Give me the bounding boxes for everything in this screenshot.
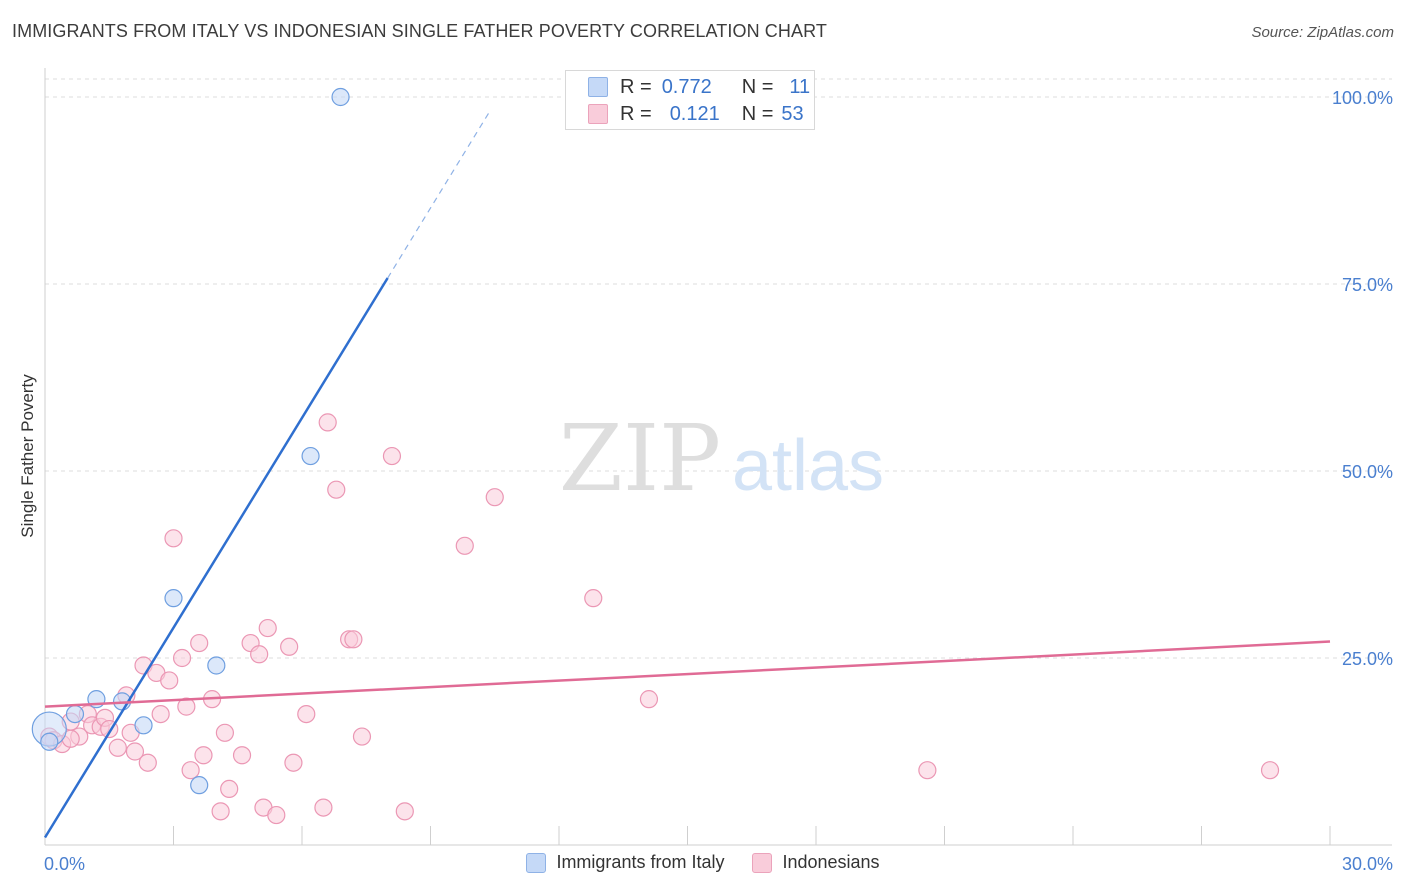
point-indonesians-24 [194,746,213,765]
point-italy-9 [331,87,350,107]
stats-row-indonesians: R = 0.121 N = 53 [588,101,804,127]
point-indonesians-10 [108,738,127,757]
chart-source: Source: ZipAtlas.com [1251,24,1394,41]
point-indonesians-38 [314,798,333,817]
point-indonesians-39 [318,413,337,432]
point-indonesians-43 [352,727,372,746]
point-indonesians-33 [258,618,277,638]
point-italy-5 [164,589,183,608]
point-indonesians-26 [211,802,230,821]
point-indonesians-18 [160,671,179,690]
point-indonesians-44 [382,446,402,466]
point-indonesians-21 [177,697,196,716]
chart-title: IMMIGRANTS FROM ITALY VS INDONESIAN SING… [12,21,827,41]
point-indonesians-51 [1260,761,1280,780]
legend-item-indonesians[interactable]: Indonesians [752,852,880,873]
watermark-zip: ZIP [559,405,721,512]
point-indonesians-31 [250,645,269,664]
point-indonesians-40 [327,480,346,499]
trend-lines [43,109,1331,839]
x-tick-label-max: 30.0% [1342,854,1393,874]
point-indonesians-28 [220,779,239,799]
gridlines [45,78,1392,659]
series-italy-points [31,87,350,795]
legend-item-italy[interactable]: Immigrants from Italy [526,852,724,873]
point-indonesians-29 [232,746,252,765]
trend-line-italy-extension [387,109,491,279]
point-italy-4 [134,716,153,735]
x-tick-label-min: 0.0% [44,854,85,874]
n-label-indonesians: N = [741,102,774,125]
point-indonesians-13 [125,742,145,761]
point-italy-6 [190,776,209,795]
point-indonesians-47 [485,488,504,507]
r-label-indonesians: R = [620,102,652,125]
legend-label-italy: Immigrants from Italy [556,852,725,872]
r-label-italy: R = [620,75,652,98]
y-tick-label-100: 100.0% [1332,88,1393,108]
stats-swatch-indonesians [588,104,608,124]
point-italy-8 [301,446,320,466]
n-value-italy: 11 [789,75,811,98]
series-legend: Immigrants from Italy Indonesians [0,852,1406,873]
point-indonesians-42 [344,630,363,649]
n-value-indonesians: 53 [781,102,804,125]
point-indonesians-37 [297,704,316,724]
y-tick-label-50: 50.0% [1342,462,1393,482]
point-indonesians-35 [280,637,299,656]
point-indonesians-50 [918,761,937,780]
legend-swatch-indonesians [752,852,773,873]
trend-line-italy [43,277,389,839]
watermark-atlas: atlas [732,426,884,506]
point-indonesians-36 [284,753,303,772]
point-indonesians-27 [215,723,234,742]
r-value-indonesians: 0.121 [669,102,720,125]
point-indonesians-22 [181,761,200,780]
point-indonesians-46 [455,536,474,555]
legend-label-indonesians: Indonesians [782,852,880,872]
point-italy-1 [65,704,85,724]
point-indonesians-23 [190,633,209,653]
point-indonesians-17 [151,704,170,724]
point-indonesians-45 [395,802,414,821]
point-italy-10 [40,732,59,751]
r-value-italy: 0.772 [661,75,712,98]
point-indonesians-34 [267,805,286,825]
y-tick-label-25: 25.0% [1342,649,1393,669]
point-indonesians-19 [164,529,183,548]
stats-legend: R = 0.772 N = 11 R = 0.121 N = 53 [565,70,815,130]
point-italy-7 [207,656,226,675]
legend-swatch-italy [526,852,547,873]
point-indonesians-48 [584,589,603,608]
y-axis-label: Single Father Poverty [18,374,37,538]
point-indonesians-20 [172,648,192,668]
tick-labels: 25.0% 50.0% 75.0% 100.0% 0.0% 30.0% [44,88,1393,874]
stats-swatch-italy [588,77,608,97]
point-indonesians-15 [138,753,157,772]
point-indonesians-49 [639,690,659,709]
stats-row-italy: R = 0.772 N = 11 [588,74,810,100]
n-label-italy: N = [741,75,774,98]
trend-line-indonesians [44,640,1331,708]
y-tick-label-75: 75.0% [1342,275,1393,295]
